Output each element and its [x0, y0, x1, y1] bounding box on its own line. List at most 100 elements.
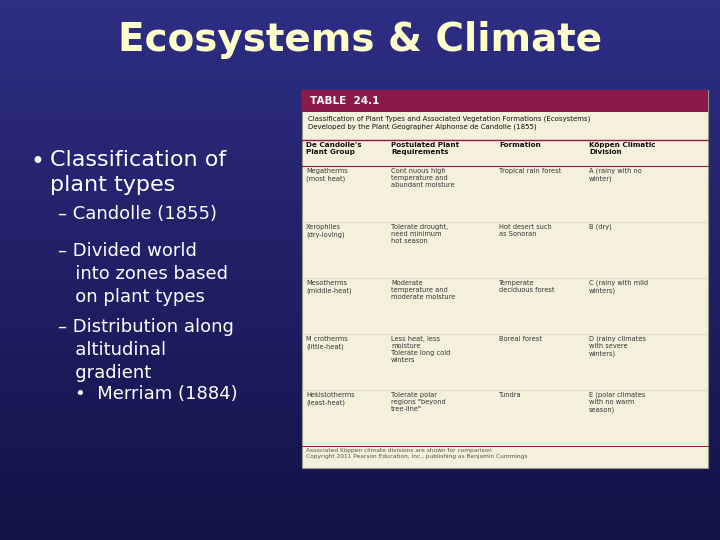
Bar [0, 263, 720, 270]
Text: Hekistotherms
(least-heat): Hekistotherms (least-heat) [306, 392, 355, 406]
Bar [0, 378, 720, 384]
Bar [0, 176, 720, 183]
Bar [0, 284, 720, 291]
Bar [0, 209, 720, 216]
Bar [0, 40, 720, 47]
Bar [0, 438, 720, 445]
Text: Classification of
plant types: Classification of plant types [50, 150, 226, 195]
Bar [0, 128, 720, 135]
Bar [0, 108, 720, 115]
Bar [0, 276, 720, 284]
Bar [0, 0, 720, 6]
Text: •  Merriam (1884): • Merriam (1884) [75, 385, 238, 403]
Text: Köppen Climatic
Division: Köppen Climatic Division [589, 142, 655, 156]
Bar [0, 291, 720, 297]
Bar [0, 446, 720, 453]
Bar [0, 472, 720, 480]
Bar [0, 351, 720, 357]
Bar [0, 405, 720, 411]
Bar [0, 47, 720, 54]
Text: – Candolle (1855): – Candolle (1855) [58, 205, 217, 223]
Text: Boreal forest: Boreal forest [499, 336, 542, 342]
Bar [0, 317, 720, 324]
Text: E (polar climates
with no warm
season): E (polar climates with no warm season) [589, 392, 645, 413]
Bar [0, 156, 720, 162]
Bar [0, 500, 720, 507]
Bar [0, 74, 720, 81]
Bar [0, 189, 720, 195]
Bar [0, 20, 720, 27]
Bar [0, 392, 720, 399]
Bar [0, 426, 720, 432]
Bar [0, 384, 720, 391]
Text: Less heat, less
moisture
Tolerate long cold
winters: Less heat, less moisture Tolerate long c… [391, 336, 451, 363]
Bar [0, 399, 720, 405]
Text: Megatherms
(most heat): Megatherms (most heat) [306, 168, 348, 181]
Text: Moderate
temperature and
moderate moisture: Moderate temperature and moderate moistu… [391, 280, 455, 300]
Bar [0, 94, 720, 102]
Text: Tropical rain forest: Tropical rain forest [499, 168, 562, 174]
Bar [0, 81, 720, 87]
Text: Tolerate drought,
need minimum
hot season: Tolerate drought, need minimum hot seaso… [391, 224, 448, 244]
Bar [0, 364, 720, 372]
Bar [0, 492, 720, 500]
Text: Classification of Plant Types and Associated Vegetation Formations (Ecosystems)
: Classification of Plant Types and Associ… [308, 116, 590, 131]
Text: Hot desert such
as Sonoran: Hot desert such as Sonoran [499, 224, 552, 237]
Bar [0, 195, 720, 202]
Bar [0, 243, 720, 249]
Text: Associated Köppen climate divisions are shown for comparison
Copyright 2011 Pear: Associated Köppen climate divisions are … [306, 448, 528, 459]
Bar [0, 115, 720, 122]
Text: Cont nuous high
temperature and
abundant moisture: Cont nuous high temperature and abundant… [391, 168, 454, 188]
Bar [0, 27, 720, 33]
FancyBboxPatch shape [302, 90, 708, 112]
Text: TABLE  24.1: TABLE 24.1 [310, 96, 379, 106]
Text: B (dry): B (dry) [589, 224, 612, 231]
Bar [0, 330, 720, 338]
Bar [0, 162, 720, 168]
Text: Formation: Formation [499, 142, 541, 148]
Bar [0, 411, 720, 418]
Bar [0, 230, 720, 237]
Text: D (rainy climates
with severe
winters): D (rainy climates with severe winters) [589, 336, 646, 357]
Bar [0, 6, 720, 14]
Bar [0, 148, 720, 156]
Bar [0, 54, 720, 60]
Bar [0, 534, 720, 540]
Bar [0, 60, 720, 68]
Text: Xerophiles
(dry-loving): Xerophiles (dry-loving) [306, 224, 345, 238]
Text: Temperate
deciduous forest: Temperate deciduous forest [499, 280, 554, 293]
Bar [0, 141, 720, 149]
Text: – Divided world
   into zones based
   on plant types: – Divided world into zones based on plan… [58, 242, 228, 306]
Bar [0, 122, 720, 128]
Text: Postulated Plant
Requirements: Postulated Plant Requirements [391, 142, 459, 156]
Bar [0, 526, 720, 534]
Text: C (rainy with mild
winters): C (rainy with mild winters) [589, 280, 648, 294]
Bar [0, 513, 720, 519]
Bar [0, 222, 720, 230]
Bar [0, 324, 720, 330]
Bar [0, 507, 720, 513]
Bar [0, 338, 720, 345]
Bar [0, 216, 720, 222]
Text: Ecosystems & Climate: Ecosystems & Climate [118, 21, 602, 59]
Bar [0, 135, 720, 141]
Text: Mesotherms
(middle-heat): Mesotherms (middle-heat) [306, 280, 351, 294]
Bar [0, 168, 720, 176]
Text: A (rainy with no
winter): A (rainy with no winter) [589, 168, 642, 182]
Bar [0, 459, 720, 465]
Bar [0, 256, 720, 263]
Bar [0, 249, 720, 256]
Bar [0, 270, 720, 276]
Bar [0, 202, 720, 209]
Bar [0, 87, 720, 94]
Bar [0, 465, 720, 472]
Text: – Distribution along
   altitudinal
   gradient: – Distribution along altitudinal gradien… [58, 318, 234, 382]
Bar [0, 14, 720, 20]
Bar [0, 297, 720, 303]
Bar [0, 303, 720, 310]
Text: Tundra: Tundra [499, 392, 521, 398]
Bar [0, 453, 720, 459]
Text: M crotherms
(little-heat): M crotherms (little-heat) [306, 336, 348, 349]
Text: •: • [30, 150, 44, 174]
Text: De Candolle's
Plant Group: De Candolle's Plant Group [306, 142, 361, 156]
